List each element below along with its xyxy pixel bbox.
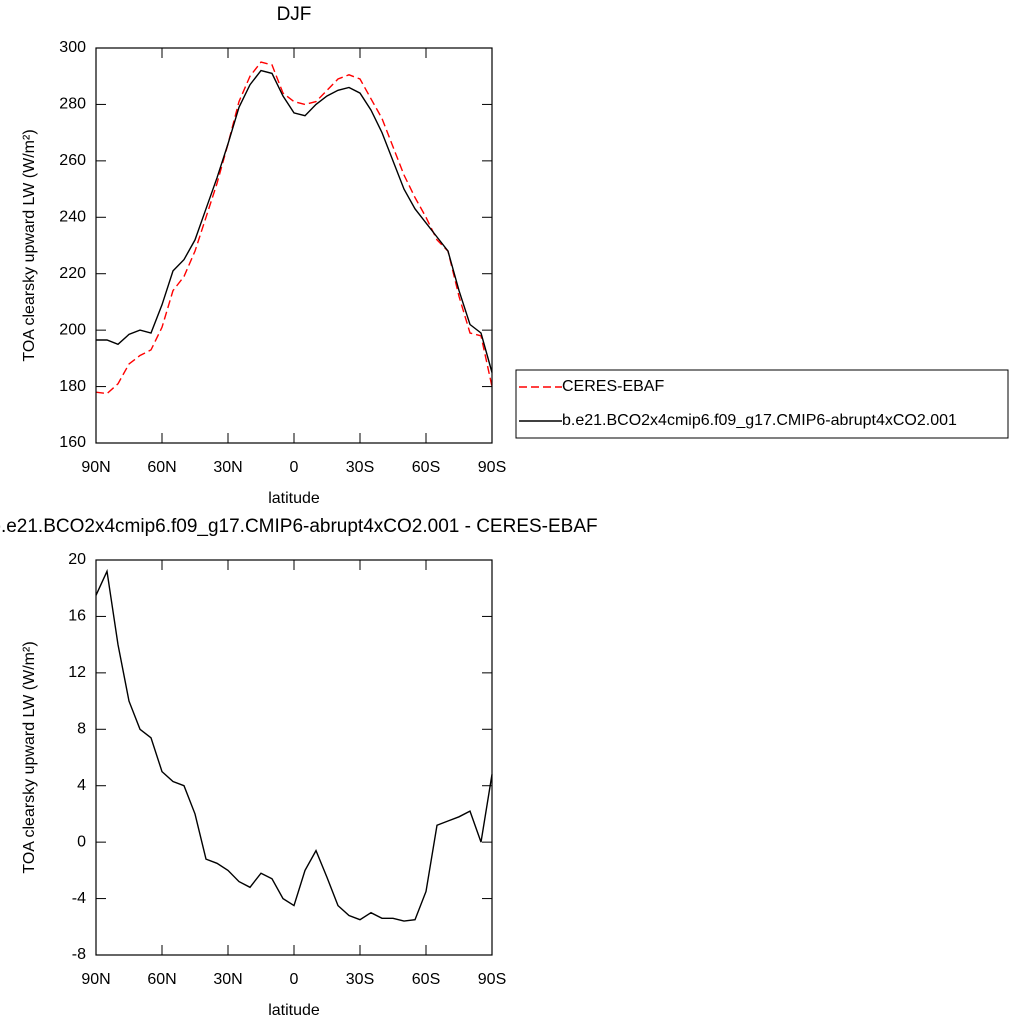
y-tick-label: 12 [68, 664, 86, 681]
y-tick-label: 16 [68, 608, 86, 625]
x-tick-label: 60N [147, 459, 176, 476]
y-tick-label: -4 [72, 890, 86, 907]
x-tick-label: 90S [478, 971, 506, 988]
x-tick-label: 60N [147, 971, 176, 988]
chart-title: DJF [277, 4, 312, 25]
x-axis-label: latitude [268, 1002, 320, 1019]
y-axis-label: TOA clearsky upward LW (W/m²) [21, 641, 38, 873]
y-tick-label: -8 [72, 946, 86, 963]
y-tick-label: 8 [77, 721, 86, 738]
y-tick-label: 280 [59, 96, 86, 113]
y-tick-label: 300 [59, 39, 86, 56]
x-tick-label: 90N [81, 459, 110, 476]
plot-frame [95, 47, 493, 444]
data-line [95, 568, 493, 922]
legend-label: CERES-EBAF [562, 378, 664, 395]
x-axis-label: latitude [268, 490, 320, 507]
x-tick-label: 30S [346, 459, 374, 476]
y-tick-label: 200 [59, 321, 86, 338]
x-tick-label: 0 [290, 459, 299, 476]
y-tick-label: 180 [59, 378, 86, 395]
y-tick-label: 160 [59, 434, 86, 451]
x-tick-label: 30N [213, 971, 242, 988]
y-axis-label: TOA clearsky upward LW (W/m²) [21, 129, 38, 361]
legend-label: b.e21.BCO2x4cmip6.f09_g17.CMIP6-abrupt4x… [562, 412, 957, 429]
legend-box [515, 369, 1009, 439]
y-tick-label: 260 [59, 152, 86, 169]
x-tick-label: 30N [213, 459, 242, 476]
x-tick-label: 30S [346, 971, 374, 988]
y-tick-label: 20 [68, 551, 86, 568]
data-line [96, 69, 493, 373]
y-tick-label: 4 [77, 777, 86, 794]
y-tick-label: 240 [59, 209, 86, 226]
x-tick-label: 90N [81, 971, 110, 988]
y-tick-label: 220 [59, 265, 86, 282]
x-tick-label: 60S [412, 459, 440, 476]
data-line [95, 61, 493, 395]
chart-title: b.e21.BCO2x4cmip6.f09_g17.CMIP6-abrupt4x… [0, 516, 598, 537]
x-tick-label: 60S [412, 971, 440, 988]
x-tick-label: 0 [290, 971, 299, 988]
y-tick-label: 0 [77, 833, 86, 850]
x-tick-label: 90S [478, 459, 506, 476]
plot-frame [95, 559, 493, 956]
